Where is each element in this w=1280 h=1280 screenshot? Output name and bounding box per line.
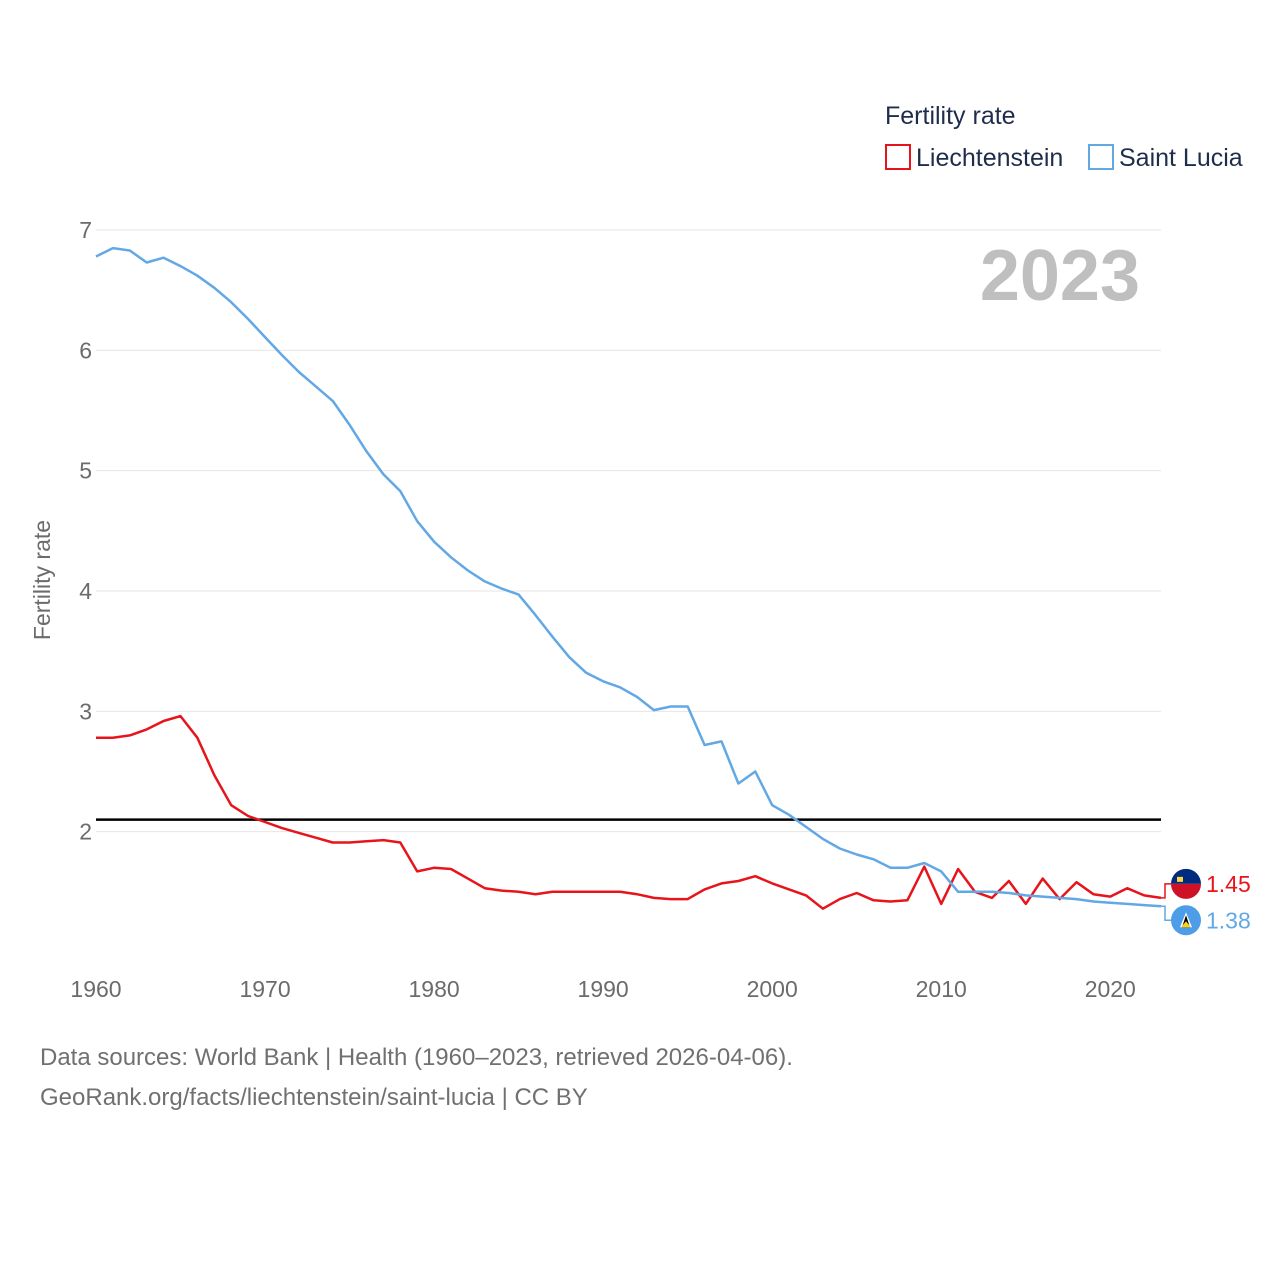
x-axis-ticks: 1960 1970 1980 1990 2000 2010 2020 [70, 976, 1135, 1002]
legend-swatch-liechtenstein [885, 144, 911, 170]
y-tick-label: 6 [79, 337, 92, 363]
saint-lucia-end-value: 1.38 [1206, 907, 1251, 933]
liechtenstein-end-connector [1161, 883, 1171, 899]
footer-link[interactable]: GeoRank.org/facts/liechtenstein/saint-lu… [40, 1084, 588, 1111]
x-tick-label: 1980 [409, 976, 460, 1002]
x-tick-label: 2020 [1085, 976, 1136, 1002]
x-tick-label: 1990 [578, 976, 629, 1002]
y-tick-label: 4 [79, 578, 92, 604]
legend: Fertility rate Liechtenstein Saint Lucia [885, 102, 1243, 172]
x-tick-label: 2010 [916, 976, 967, 1002]
x-tick-label: 1970 [239, 976, 290, 1002]
y-axis-ticks: 2 3 4 5 6 7 [79, 217, 92, 845]
y-tick-label: 3 [79, 698, 92, 724]
gridlines [96, 229, 1161, 833]
year-label: 2023 [980, 236, 1140, 316]
series-lines [95, 246, 1162, 910]
x-tick-label: 1960 [70, 976, 121, 1002]
y-axis-label: Fertility rate [29, 520, 55, 640]
series-line-liechtenstein [96, 714, 1162, 910]
series-line-saint-lucia [95, 246, 1162, 908]
y-tick-label: 2 [79, 819, 92, 845]
liechtenstein-end-value: 1.45 [1206, 871, 1251, 897]
legend-swatch-saint-lucia [1088, 144, 1114, 170]
saint-lucia-flag-icon [1171, 905, 1201, 936]
x-tick-label: 2000 [747, 976, 798, 1002]
legend-label-saint-lucia: Saint Lucia [1119, 144, 1243, 172]
y-tick-label: 7 [79, 217, 92, 243]
footer-sources: Data sources: World Bank | Health (1960–… [40, 1044, 793, 1071]
saint-lucia-end-connector [1161, 905, 1171, 922]
end-markers: 1.45 1.38 [1161, 868, 1251, 936]
y-tick-label: 5 [79, 458, 92, 484]
liechtenstein-flag-icon [1171, 868, 1201, 899]
legend-title: Fertility rate [885, 102, 1016, 130]
legend-label-liechtenstein: Liechtenstein [916, 144, 1063, 172]
